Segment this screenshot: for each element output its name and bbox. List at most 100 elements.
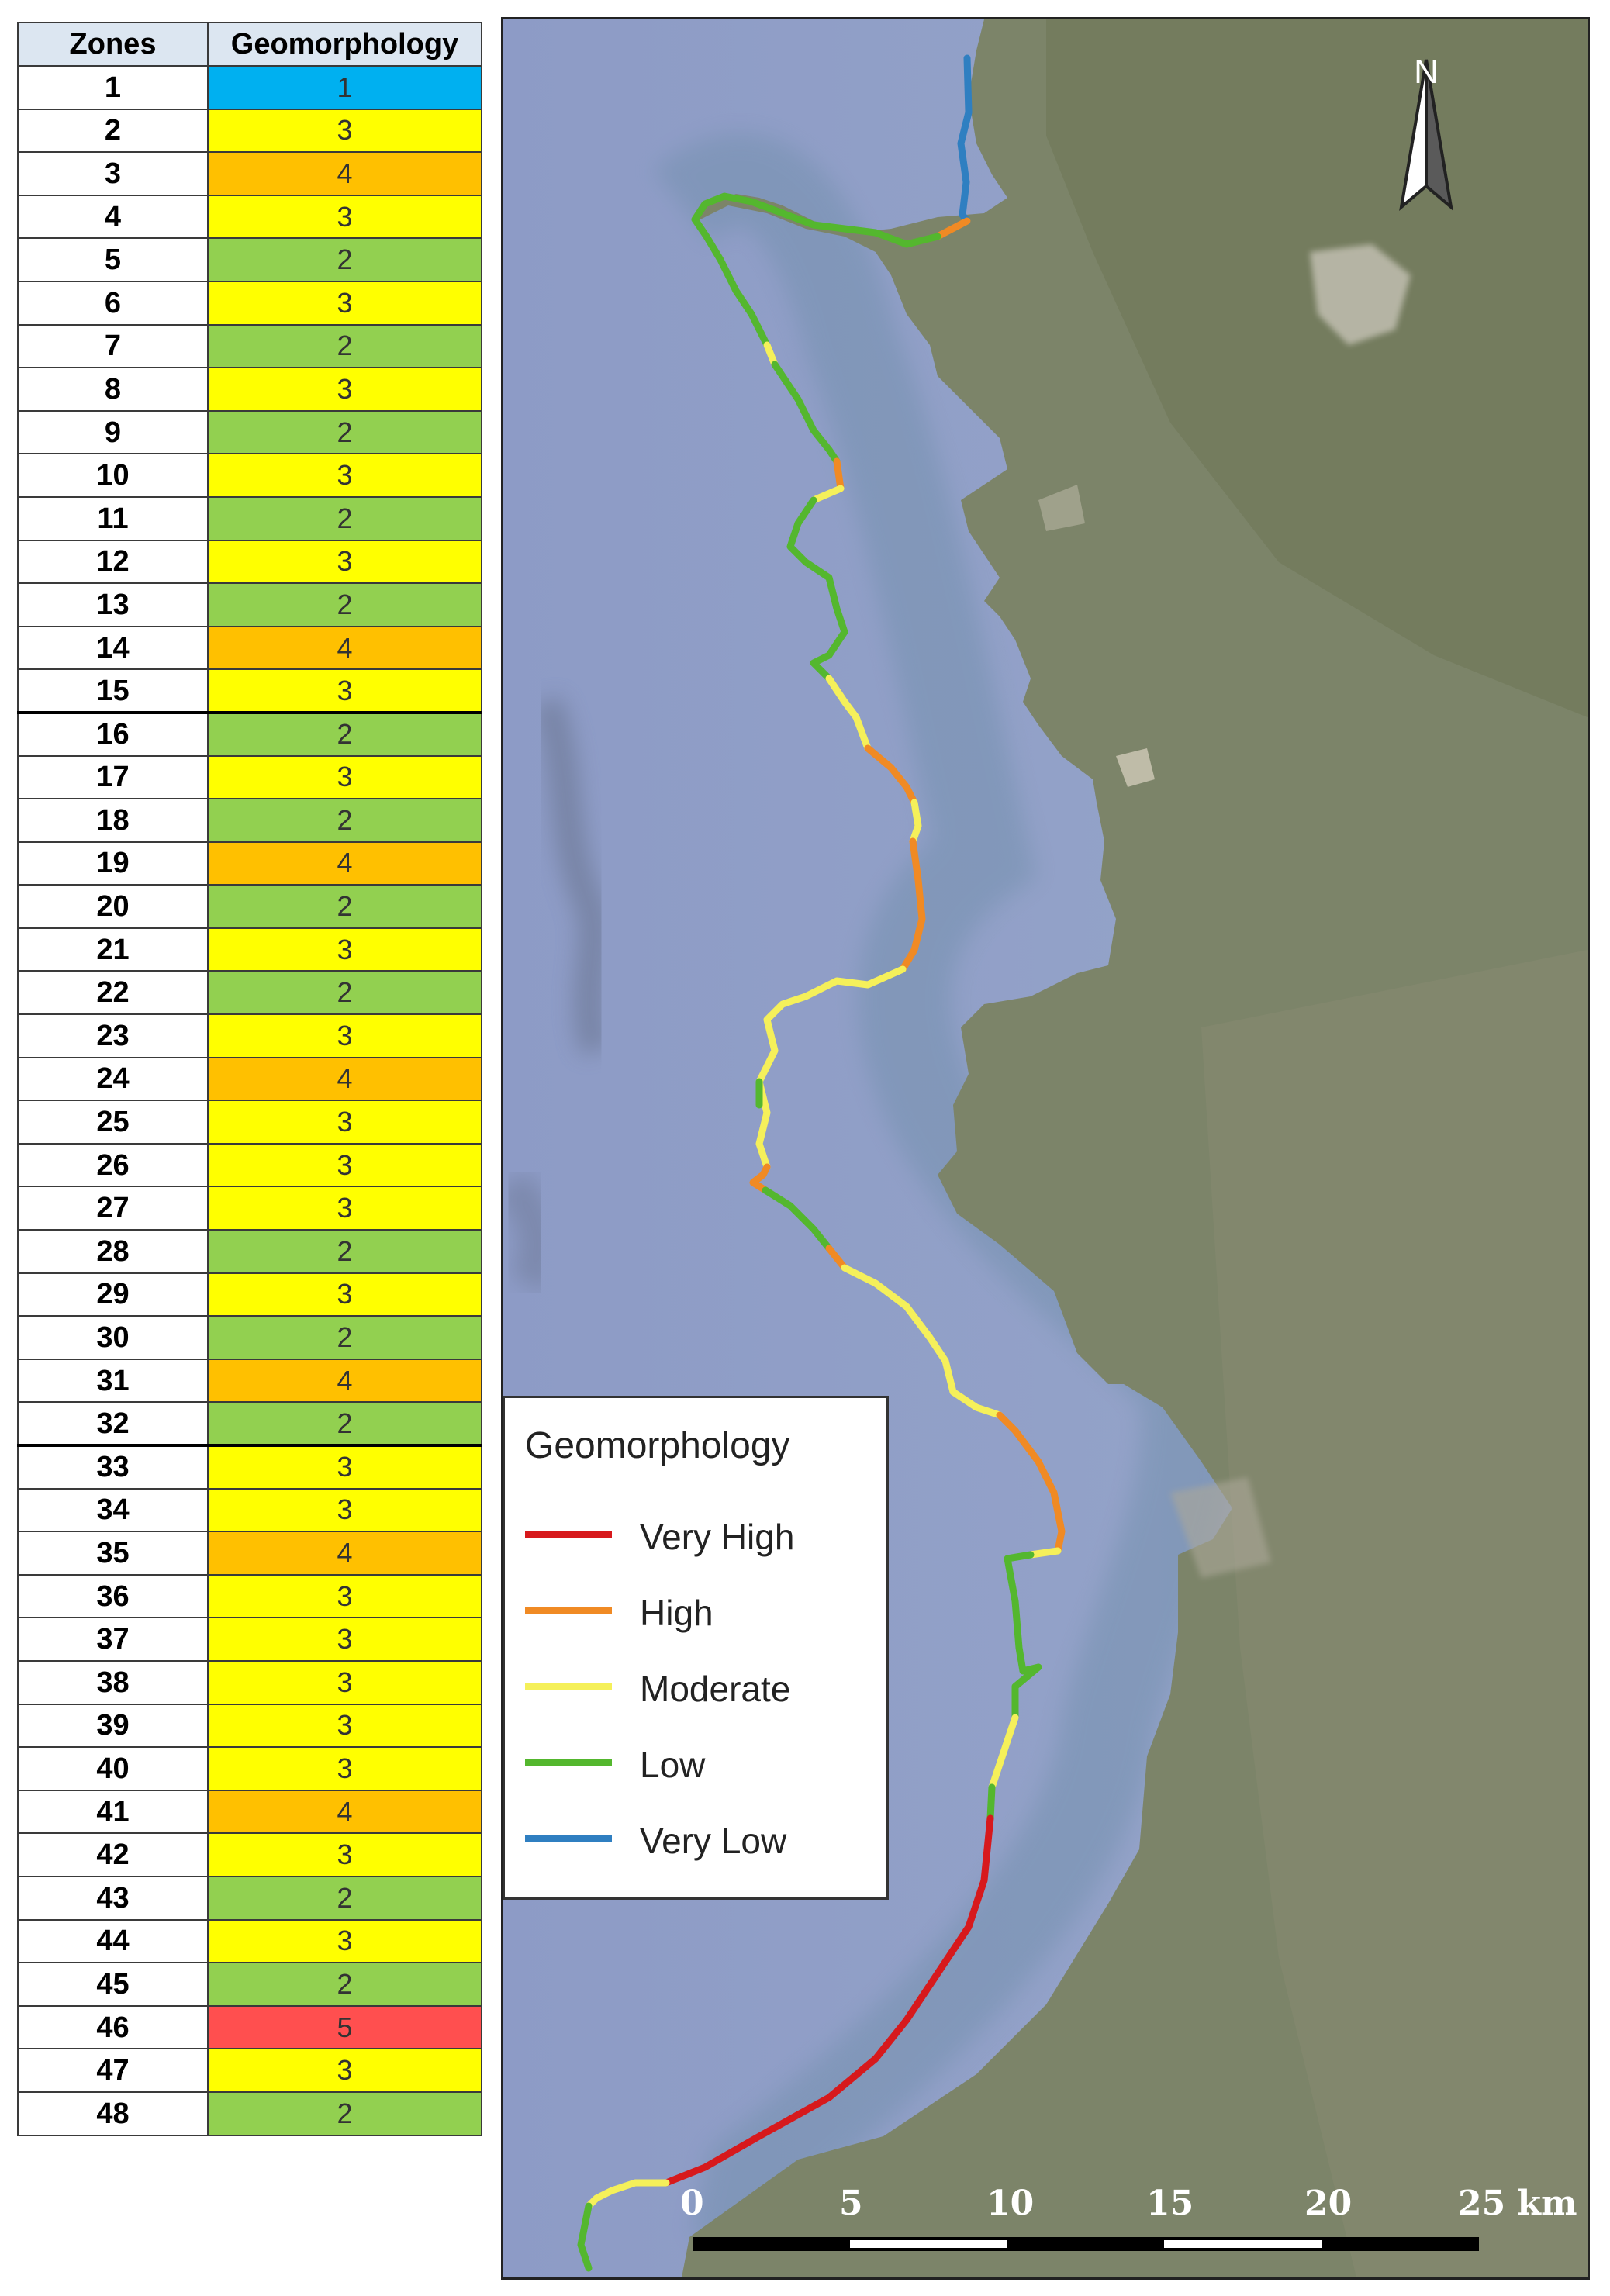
zone-cell: 14: [17, 625, 209, 671]
zone-cell: 30: [17, 1315, 209, 1360]
table-row: 37 3: [17, 1617, 482, 1662]
zone-cell: 20: [17, 884, 209, 929]
coast-segment-high: [833, 457, 845, 492]
zone-cell: 25: [17, 1100, 209, 1145]
geomorphology-cell: 4: [207, 1056, 482, 1102]
zone-cell: 44: [17, 1918, 209, 1964]
zone-cell: 32: [17, 1401, 209, 1446]
scale-label-5: 5: [839, 2184, 863, 2223]
scale-label-10: 10: [986, 2184, 1035, 2223]
geomorphology-cell: 3: [207, 1832, 482, 1877]
coast-segment-low: [1004, 1551, 1042, 1721]
zone-cell: 10: [17, 453, 209, 498]
zone-cell: 33: [17, 1444, 209, 1490]
town-area: [1310, 244, 1411, 345]
coast-segment-very-high: [662, 1814, 994, 2187]
zone-cell: 48: [17, 2091, 209, 2136]
geomorphology-cell: 4: [207, 1358, 482, 1403]
table-row: 45 2: [17, 1962, 482, 2007]
geomorphology-cell: 3: [207, 367, 482, 412]
table-row: 41 4: [17, 1789, 482, 1835]
coast-segment-moderate: [810, 485, 845, 504]
legend-item-high: High: [525, 1587, 882, 1634]
geomorphology-cell: 3: [207, 1186, 482, 1231]
table-row: 29 3: [17, 1272, 482, 1317]
coast-segment-low: [691, 192, 941, 349]
table-row: 23 3: [17, 1013, 482, 1058]
table-row: 39 3: [17, 1703, 482, 1749]
table-row: 25 3: [17, 1100, 482, 1145]
legend-swatch: [525, 1759, 612, 1766]
legend-item-very-high: Very High: [525, 1511, 882, 1558]
geomorphology-cell: 4: [207, 1531, 482, 1576]
geomorphology-cell: 4: [207, 1789, 482, 1835]
legend-label: High: [640, 1593, 713, 1633]
town-area: [1038, 485, 1085, 531]
zone-cell: 21: [17, 927, 209, 972]
coast-segment-moderate: [755, 965, 907, 1171]
zone-cell: 18: [17, 798, 209, 843]
geomorphology-cell: 2: [207, 2091, 482, 2136]
zone-cell: 16: [17, 710, 209, 757]
scale-bar: [693, 2237, 1479, 2251]
zone-cell: 29: [17, 1272, 209, 1317]
geomorphology-cell: 3: [207, 1100, 482, 1145]
zone-cell: 23: [17, 1013, 209, 1058]
table-row: 30 2: [17, 1315, 482, 1360]
geomorphology-cell: 3: [207, 1013, 482, 1058]
zone-cell: 46: [17, 2004, 209, 2050]
geomorphology-cell: 3: [207, 1573, 482, 1619]
legend-label: Very Low: [640, 1821, 787, 1861]
geomorphology-cell: 2: [207, 237, 482, 282]
geomorphology-cell: 3: [207, 453, 482, 498]
table-row: 38 3: [17, 1659, 482, 1705]
geomorphology-cell: 2: [207, 970, 482, 1016]
geomorphology-cell: 3: [207, 754, 482, 800]
zone-cell: 34: [17, 1487, 209, 1533]
shallow-water: [652, 133, 1235, 2256]
geomorphology-cell: 4: [207, 151, 482, 196]
geomorphology-cell: 1: [207, 65, 482, 110]
mountain-area: [1046, 19, 1588, 717]
zone-cell: 42: [17, 1832, 209, 1877]
geomorphology-cell: 3: [207, 1617, 482, 1662]
table-row: 12 3: [17, 539, 482, 585]
zone-cell: 13: [17, 582, 209, 627]
table-row: 32 2: [17, 1401, 482, 1446]
zone-cell: 2: [17, 108, 209, 154]
scale-label-15: 15: [1146, 2184, 1194, 2223]
table-row: 40 3: [17, 1746, 482, 1791]
zone-cell: 15: [17, 668, 209, 713]
zone-cell: 24: [17, 1056, 209, 1102]
geomorphology-cell: 3: [207, 1918, 482, 1964]
legend-swatch: [525, 1835, 612, 1842]
geomorphology-cell: 3: [207, 1272, 482, 1317]
table-row: 21 3: [17, 927, 482, 972]
zones-table: Zones Geomorphology 1 1 2 3 3 4 4 3 5 2 6 3 7 2 8 3 9 2 10…: [17, 22, 482, 2136]
geomorphology-cell: 2: [207, 710, 482, 757]
coast-segment-low: [786, 496, 848, 682]
legend-item-moderate: Moderate: [525, 1663, 882, 1710]
table-row: 47 3: [17, 2048, 482, 2093]
table-row: 46 5: [17, 2004, 482, 2050]
zone-cell: 39: [17, 1703, 209, 1749]
coast-segment-high: [934, 217, 971, 240]
zone-cell: 45: [17, 1962, 209, 2007]
table-row: 34 3: [17, 1487, 482, 1533]
geomorphology-cell: 2: [207, 1875, 482, 1921]
zone-cell: 47: [17, 2048, 209, 2093]
geomorphology-cell: 4: [207, 625, 482, 671]
geomorphology-cell: 3: [207, 1444, 482, 1490]
table-row: 26 3: [17, 1142, 482, 1188]
table-row: 13 2: [17, 582, 482, 627]
geomorphology-cell: 3: [207, 280, 482, 326]
table-row: 19 4: [17, 841, 482, 886]
geomorphology-cell: 2: [207, 1962, 482, 2007]
coast-segment-very-low: [957, 54, 973, 225]
table-row: 48 2: [17, 2091, 482, 2136]
